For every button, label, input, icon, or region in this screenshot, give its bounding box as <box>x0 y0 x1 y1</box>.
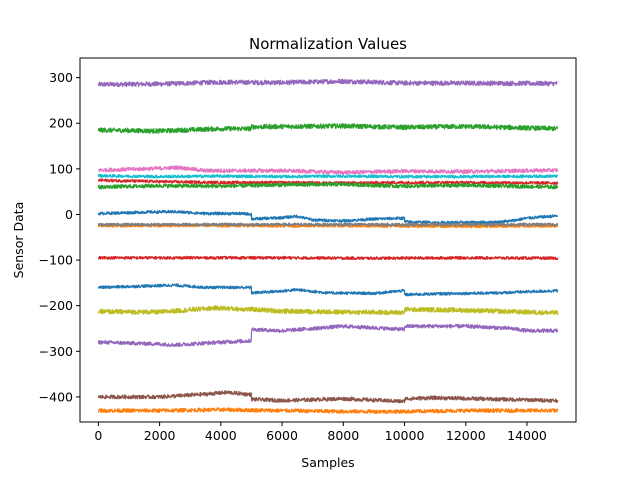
y-tick-label: 100 <box>49 161 73 176</box>
series-line-1 <box>97 78 558 88</box>
x-axis-label: Samples <box>301 455 354 470</box>
x-tick-label: 14000 <box>507 428 547 443</box>
x-tick-label: 2000 <box>144 428 176 443</box>
x-tick-label: 12000 <box>446 428 486 443</box>
series-line-10 <box>97 255 559 261</box>
x-tick-label: 0 <box>94 428 102 443</box>
series-line-3 <box>98 165 559 175</box>
y-tick-label: 0 <box>65 207 73 222</box>
x-tick-label: 4000 <box>205 428 237 443</box>
series-line-11 <box>97 283 559 297</box>
y-tick-label: −100 <box>39 253 73 268</box>
series-line-12 <box>97 305 559 316</box>
series-line-2 <box>97 123 559 134</box>
chart-title: Normalization Values <box>249 35 407 53</box>
y-tick-label: −200 <box>39 298 73 313</box>
series-line-6 <box>97 182 559 190</box>
series-line-15 <box>97 407 559 414</box>
x-axis-ticks: 0 2000 4000 6000 8000 10000 12000 14000 <box>94 422 547 443</box>
y-axis-label: Sensor Data <box>11 202 26 279</box>
y-tick-label: −400 <box>39 389 73 404</box>
y-axis-ticks: −400 −300 −200 −100 0 100 200 300 <box>39 70 80 404</box>
y-tick-label: −300 <box>39 344 73 359</box>
series-line-14 <box>97 390 559 404</box>
series-line-9 <box>97 222 559 227</box>
series-line-4 <box>97 173 559 179</box>
x-tick-label: 10000 <box>385 428 425 443</box>
plot-frame <box>79 57 577 423</box>
series-line-13 <box>97 323 559 348</box>
x-tick-label: 6000 <box>266 428 298 443</box>
y-tick-label: 200 <box>49 116 73 131</box>
series-line-7 <box>97 209 559 225</box>
y-tick-label: 300 <box>49 70 73 85</box>
series-layer <box>97 78 559 414</box>
x-tick-label: 8000 <box>327 428 359 443</box>
